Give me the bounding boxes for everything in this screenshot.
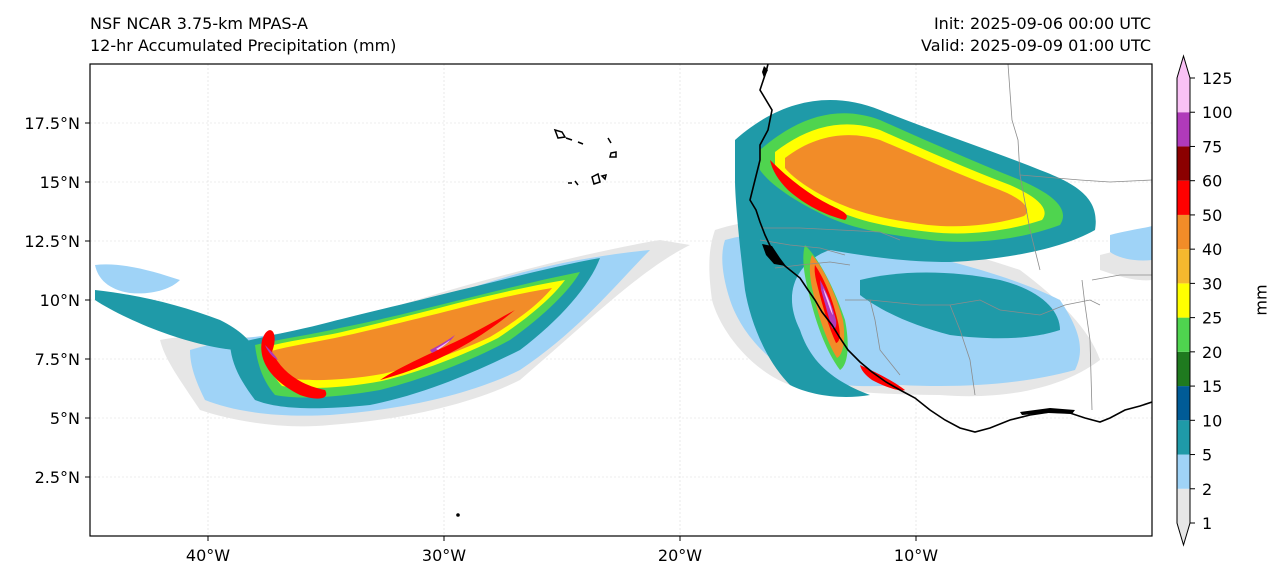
colorbar-segment bbox=[1177, 454, 1190, 489]
colorbar-segment bbox=[1177, 317, 1190, 352]
colorbar-tick-label: 30 bbox=[1202, 274, 1222, 293]
colorbar-segment bbox=[1177, 420, 1190, 455]
lat-tick-label: 17.5°N bbox=[24, 114, 80, 133]
map-panel[interactable] bbox=[89, 63, 1153, 537]
lat-tick-label: 15°N bbox=[40, 173, 80, 192]
colorbar-tick-label: 15 bbox=[1202, 377, 1222, 396]
lon-tick-label: 10°W bbox=[894, 546, 938, 565]
colorbar-segment bbox=[1177, 386, 1190, 421]
precip-pink bbox=[436, 288, 833, 350]
lon-tick-label: 30°W bbox=[422, 546, 466, 565]
country-borders bbox=[759, 64, 1152, 411]
colorbar-unit-label: mm bbox=[1252, 284, 1271, 315]
precip-magenta bbox=[265, 280, 837, 360]
colorbar-segment bbox=[1177, 180, 1190, 215]
coastal-islands bbox=[456, 66, 1075, 517]
lon-tick-label: 20°W bbox=[658, 546, 702, 565]
colorbar-segment bbox=[1177, 146, 1190, 181]
valid-time: Valid: 2025-09-09 01:00 UTC bbox=[920, 36, 1151, 55]
colorbar-tick-label: 2 bbox=[1202, 480, 1212, 499]
colorbar-tick-label: 125 bbox=[1202, 69, 1233, 88]
init-time: Init: 2025-09-06 00:00 UTC bbox=[933, 14, 1151, 33]
colorbar-tick-label: 1 bbox=[1202, 514, 1212, 533]
title-right: Init: 2025-09-06 00:00 UTC Valid: 2025-0… bbox=[921, 13, 1151, 57]
colorbar-segment bbox=[1177, 249, 1190, 284]
lat-tick-label: 2.5°N bbox=[35, 468, 80, 487]
colorbar-tick-label: 40 bbox=[1202, 240, 1222, 259]
colorbar-segment bbox=[1177, 56, 1190, 113]
colorbar-segment bbox=[1177, 488, 1190, 545]
colorbar-tick-label: 20 bbox=[1202, 343, 1222, 362]
colorbar-tick-label: 100 bbox=[1202, 103, 1233, 122]
lat-tick-label: 12.5°N bbox=[24, 232, 80, 251]
colorbar-segment bbox=[1177, 283, 1190, 318]
field-name: 12-hr Accumulated Precipitation (mm) bbox=[90, 36, 397, 55]
map-content bbox=[95, 64, 1152, 517]
colorbar-tick-label: 60 bbox=[1202, 172, 1222, 191]
model-name: NSF NCAR 3.75-km MPAS-A bbox=[90, 14, 308, 33]
colorbar-segment bbox=[1177, 112, 1190, 147]
lat-tick-label: 10°N bbox=[40, 291, 80, 310]
lon-tick-label: 40°W bbox=[186, 546, 230, 565]
title-left: NSF NCAR 3.75-km MPAS-A 12-hr Accumulate… bbox=[90, 13, 396, 57]
colorbar-tick-label: 50 bbox=[1202, 206, 1222, 225]
colorbar-segment bbox=[1177, 351, 1190, 387]
lat-tick-label: 5°N bbox=[50, 409, 80, 428]
cape-verde-islands bbox=[553, 128, 617, 186]
colorbar-tick-label: 5 bbox=[1202, 446, 1212, 465]
colorbar-segment bbox=[1177, 214, 1190, 250]
longitude-axis: 40°W 30°W 20°W 10°W bbox=[186, 536, 938, 565]
colorbar-tick-label: 10 bbox=[1202, 411, 1222, 430]
colorbar-tick-label: 75 bbox=[1202, 137, 1222, 156]
latitude-axis: 2.5°N 5°N 7.5°N 10°N 12.5°N 15°N 17.5°N bbox=[24, 114, 90, 487]
lat-tick-label: 7.5°N bbox=[35, 350, 80, 369]
colorbar-tick-label: 25 bbox=[1202, 309, 1222, 328]
